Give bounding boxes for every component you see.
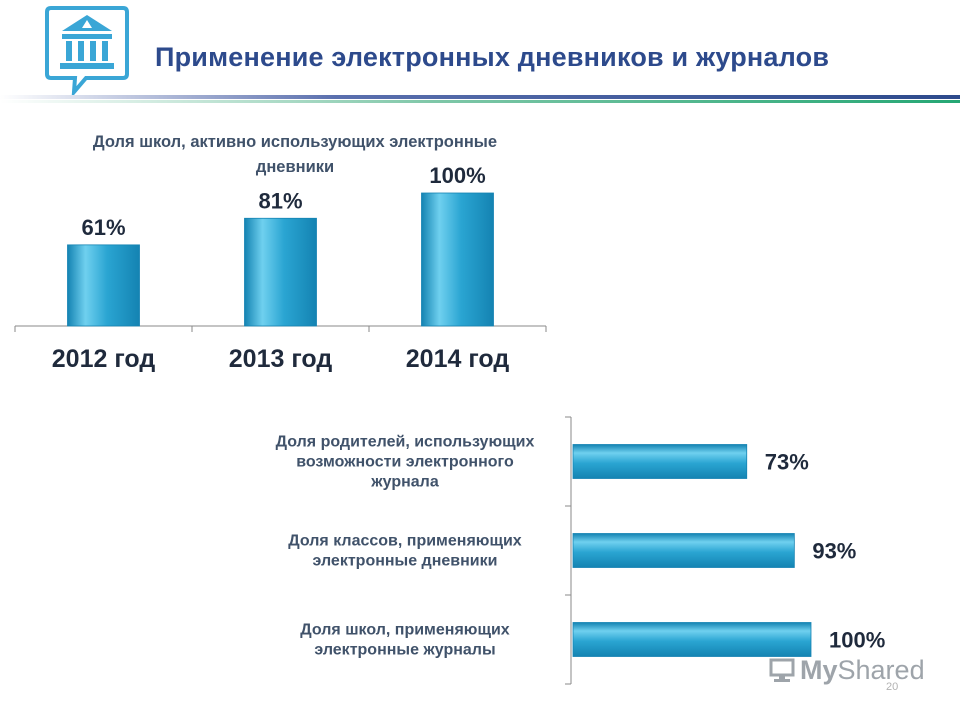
y-category-label: Доля классов, применяющих электронные дне…	[288, 533, 521, 570]
hbar-2	[572, 533, 795, 568]
myshared-watermark: MyShared	[768, 655, 925, 686]
bar-1	[67, 244, 140, 327]
y-category-label-line: электронные журналы	[314, 642, 495, 659]
school-building-logo-icon	[45, 6, 129, 96]
x-tick-label: 2013 год	[229, 345, 333, 373]
watermark-rest: Shared	[837, 655, 925, 685]
y-category-label: Доля родителей, использующих возможности …	[276, 434, 535, 491]
y-category-label: Доля школ, применяющих электронные журнал…	[300, 622, 509, 659]
hbar-3	[572, 622, 812, 657]
bar-value-label: 81%	[258, 188, 302, 213]
hbar-value-label: 100%	[829, 628, 885, 653]
schools-diaries-bar-chart: 61% 2012 год 81% 2013 год 100% 2014 год	[14, 163, 547, 373]
horizontal-usage-bar-chart: 73% Доля родителей, использующих возможнос…	[276, 416, 885, 685]
y-category-label-line: электронные дневники	[313, 553, 498, 570]
page-number: 20	[886, 681, 899, 693]
hbar-value-label: 73%	[765, 450, 809, 475]
y-category-label-line: возможности электронного	[296, 454, 514, 471]
x-tick-label: 2014 год	[406, 345, 510, 373]
bar-value-label: 61%	[81, 215, 125, 240]
slide-title: Применение электронных дневников и журна…	[155, 42, 830, 72]
y-category-label-line: Доля школ, применяющих	[300, 622, 509, 639]
y-category-label-line: Доля классов, применяющих	[288, 533, 521, 550]
y-category-label-line: журнала	[370, 474, 439, 491]
myshared-logo-icon	[769, 658, 795, 682]
bar-3	[421, 192, 494, 327]
hbar-1	[572, 444, 748, 479]
watermark-lead: My	[800, 655, 838, 685]
x-tick-label: 2012 год	[52, 345, 156, 373]
bar-2	[244, 217, 317, 327]
bar-value-label: 100%	[429, 163, 485, 188]
chart1-title: Доля школ, активно использующих электрон…	[92, 133, 498, 176]
y-category-label-line: Доля родителей, использующих	[276, 434, 535, 451]
header-divider	[0, 95, 960, 103]
hbar-value-label: 93%	[812, 539, 856, 564]
